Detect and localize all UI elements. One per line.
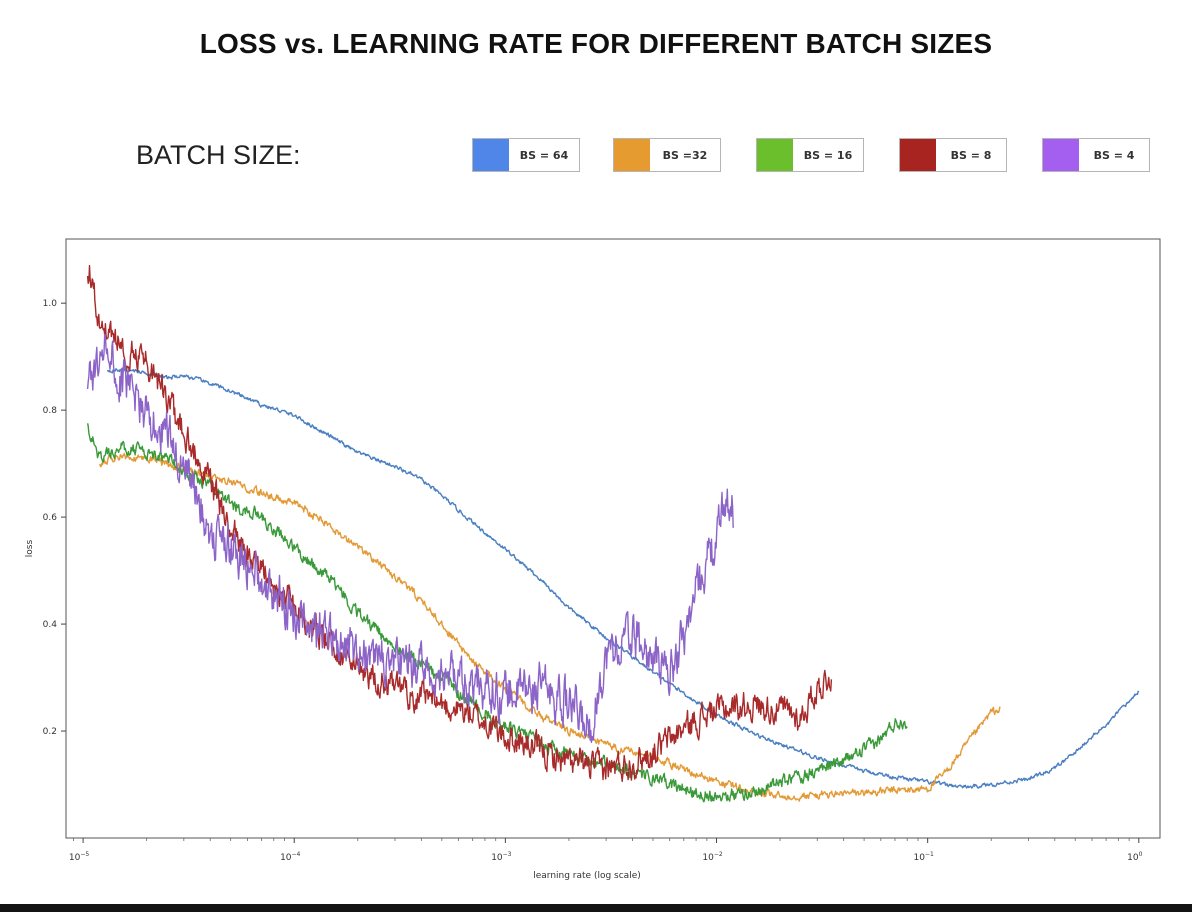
y-tick-label: 0.4: [43, 620, 58, 630]
x-axis-label: learning rate (log scale): [533, 871, 641, 881]
y-tick-label: 0.6: [43, 513, 58, 523]
y-axis-label: loss: [25, 539, 35, 557]
legend-swatch: [614, 139, 650, 171]
x-tick-exponent: −4: [292, 851, 301, 858]
legend-label: BS = 64: [519, 148, 569, 162]
x-tick-label: 100: [1127, 851, 1142, 863]
legend-swatch: [1043, 139, 1079, 171]
x-tick-label: 10−1: [914, 851, 934, 863]
legend-item: BS = 8: [899, 138, 1007, 172]
legend-item: BS = 64: [472, 138, 580, 172]
legend-title: BATCH SIZE:: [136, 140, 301, 170]
legend-item: BS = 16: [756, 138, 864, 172]
legend-label: BS =32: [662, 148, 708, 162]
x-tick-label: 10−4: [280, 851, 300, 863]
x-tick-label: 10−2: [702, 851, 722, 863]
x-tick-exponent: −3: [503, 851, 512, 858]
legend-label: BS = 16: [803, 148, 853, 162]
y-tick-label: 0.2: [43, 727, 57, 737]
y-tick-label: 0.8: [43, 406, 58, 416]
legend-label: BS = 8: [950, 148, 992, 162]
x-tick-exponent: −1: [925, 851, 934, 858]
legend-label: BS = 4: [1093, 148, 1135, 162]
series-line: [86, 333, 734, 744]
x-tick-exponent: −2: [714, 851, 723, 858]
legend-swatch: [900, 139, 936, 171]
x-tick-label: 10−5: [69, 851, 89, 863]
legend-swatch: [757, 139, 793, 171]
x-tick-exponent: −5: [80, 851, 89, 858]
bottom-bar: [0, 904, 1192, 912]
series-line: [99, 452, 1001, 802]
x-tick-label: 10−3: [491, 851, 511, 863]
series-line: [106, 367, 1140, 789]
series-line: [86, 264, 833, 782]
legend-item: BS =32: [613, 138, 721, 172]
x-tick-exponent: 0: [1139, 851, 1143, 858]
plot-frame: [65, 238, 1161, 839]
legend-swatch: [473, 139, 509, 171]
chart-title: LOSS vs. LEARNING RATE FOR DIFFERENT BAT…: [199, 28, 993, 59]
legend-item: BS = 4: [1042, 138, 1150, 172]
y-tick-label: 1.0: [43, 299, 58, 309]
